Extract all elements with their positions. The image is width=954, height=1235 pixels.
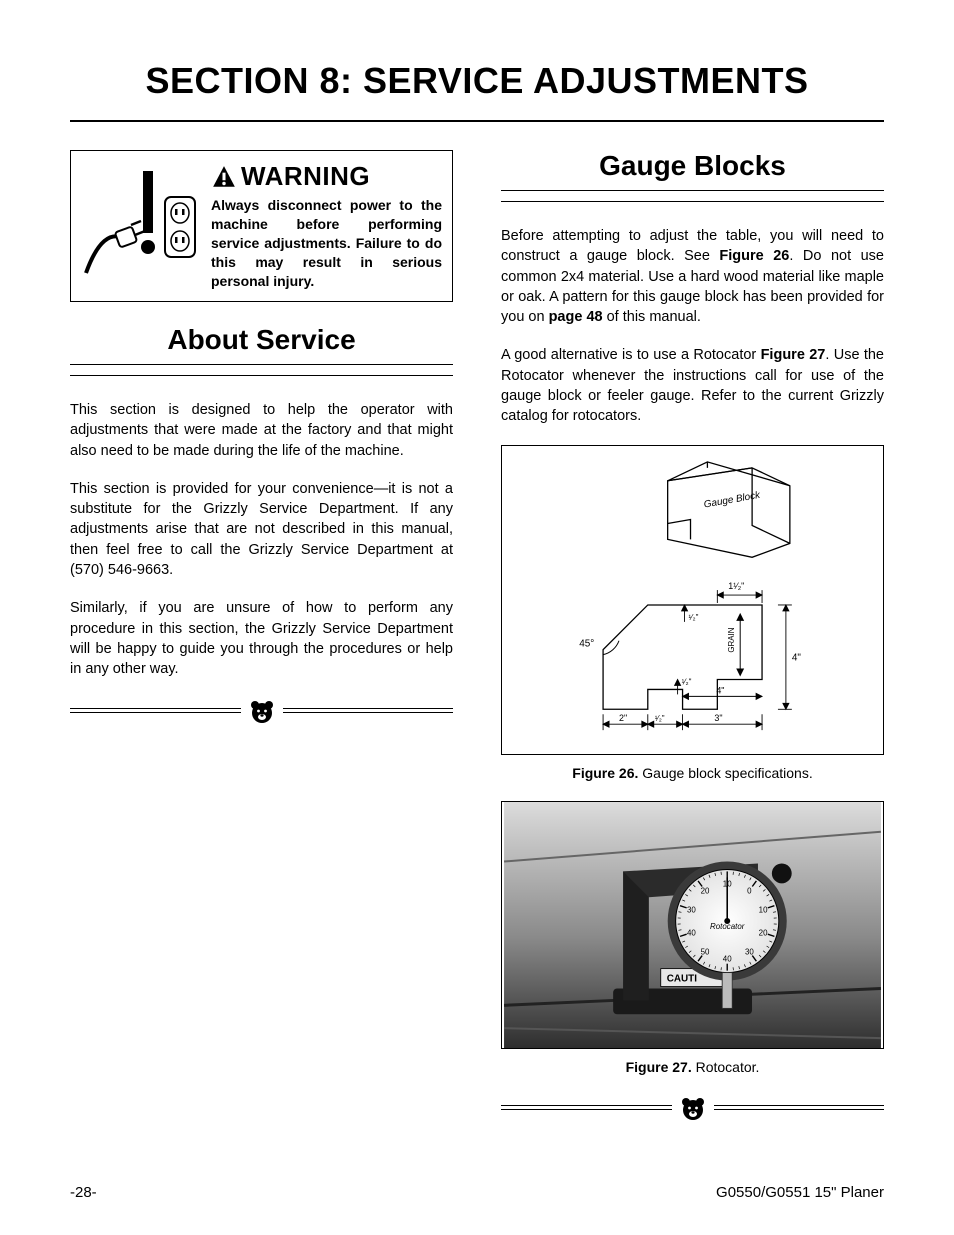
text-run: of this manual. xyxy=(603,309,701,325)
dim-notch-lower: ¹⁄₂" xyxy=(682,677,692,686)
gauge-blocks-heading: Gauge Blocks xyxy=(501,150,884,182)
caption-label: Figure 26. xyxy=(572,765,638,781)
exclamation-icon xyxy=(141,171,155,254)
dim-bottom-left: 2" xyxy=(619,713,627,723)
bear-divider xyxy=(70,698,453,724)
about-service-para2: This section is provided for your conven… xyxy=(70,479,453,580)
bear-divider xyxy=(501,1095,884,1121)
power-plug-icon xyxy=(86,221,145,273)
heading-rule-thin xyxy=(501,201,884,202)
caption-label: Figure 27. xyxy=(626,1059,692,1075)
page-title: SECTION 8: SERVICE ADJUSTMENTS xyxy=(70,60,884,122)
gauge-blocks-para2: A good alternative is to use a Rotocator… xyxy=(501,345,884,426)
warning-triangle-icon xyxy=(211,164,237,190)
about-service-para1: This section is designed to help the ope… xyxy=(70,400,453,461)
dim-bottom-mid: ¹⁄₂" xyxy=(655,714,665,723)
right-column: Gauge Blocks Before attempting to adjust… xyxy=(501,150,884,1121)
bear-icon xyxy=(680,1095,706,1121)
bear-icon xyxy=(249,698,275,724)
left-column: WARNING Always disconnect power to the m… xyxy=(70,150,453,1121)
footer-page-number: -28- xyxy=(70,1184,97,1201)
about-service-para3: Similarly, if you are unsure of how to p… xyxy=(70,598,453,679)
dim-bottom-right: 3" xyxy=(714,713,722,723)
heading-rule-thin xyxy=(70,375,453,376)
gauge-blocks-para1: Before attempting to adjust the table, y… xyxy=(501,226,884,327)
heading-rule xyxy=(501,190,884,191)
rotocator-photo: CAUTI 1001020304050403020 Rotocator xyxy=(502,802,883,1048)
warning-text-block: WARNING Always disconnect power to the m… xyxy=(211,161,442,291)
svg-text:20: 20 xyxy=(701,886,710,895)
angle-label: 45° xyxy=(579,638,594,649)
figure-27-box: CAUTI 1001020304050403020 Rotocator xyxy=(501,801,884,1049)
svg-text:30: 30 xyxy=(687,905,696,914)
dim-inner-width: 4" xyxy=(716,685,724,695)
two-column-layout: WARNING Always disconnect power to the m… xyxy=(70,150,884,1121)
figure-27-caption: Figure 27. Rotocator. xyxy=(501,1059,884,1075)
caption-text: Gauge block specifications. xyxy=(638,765,812,781)
caption-text: Rotocator. xyxy=(692,1059,760,1075)
svg-text:10: 10 xyxy=(759,905,768,914)
warning-callout: WARNING Always disconnect power to the m… xyxy=(70,150,453,302)
svg-text:30: 30 xyxy=(745,947,754,956)
footer-model: G0550/G0551 15" Planer xyxy=(716,1184,884,1201)
warning-body-text: Always disconnect power to the machine b… xyxy=(211,196,442,290)
caution-label: CAUTI xyxy=(667,973,698,984)
dim-height: 4" xyxy=(792,652,802,663)
dim-top-width: 1¹⁄₂" xyxy=(728,581,744,591)
figure-26-box: Gauge Block 45° GRAIN xyxy=(501,445,884,755)
figure-26-caption: Figure 26. Gauge block specifications. xyxy=(501,765,884,781)
heading-rule xyxy=(70,364,453,365)
outlet-icon xyxy=(165,197,195,257)
figure-ref: Figure 26 xyxy=(719,248,789,264)
warning-label: WARNING xyxy=(241,161,370,192)
svg-text:40: 40 xyxy=(687,928,696,937)
figure-ref: Figure 27 xyxy=(761,347,826,363)
warning-graphic xyxy=(81,161,201,291)
warning-header: WARNING xyxy=(211,161,442,192)
gauge-block-diagram: Gauge Block 45° GRAIN xyxy=(502,446,883,754)
grain-label: GRAIN xyxy=(727,627,736,652)
page-footer: -28- G0550/G0551 15" Planer xyxy=(70,1184,884,1201)
text-run: A good alternative is to use a Rotocator xyxy=(501,347,761,363)
dim-notch-upper: ¹⁄₂" xyxy=(689,613,699,622)
svg-text:40: 40 xyxy=(723,954,732,963)
svg-text:0: 0 xyxy=(747,886,752,895)
svg-text:20: 20 xyxy=(759,928,768,937)
svg-text:50: 50 xyxy=(701,947,710,956)
about-service-heading: About Service xyxy=(70,324,453,356)
page-ref: page 48 xyxy=(549,309,603,325)
